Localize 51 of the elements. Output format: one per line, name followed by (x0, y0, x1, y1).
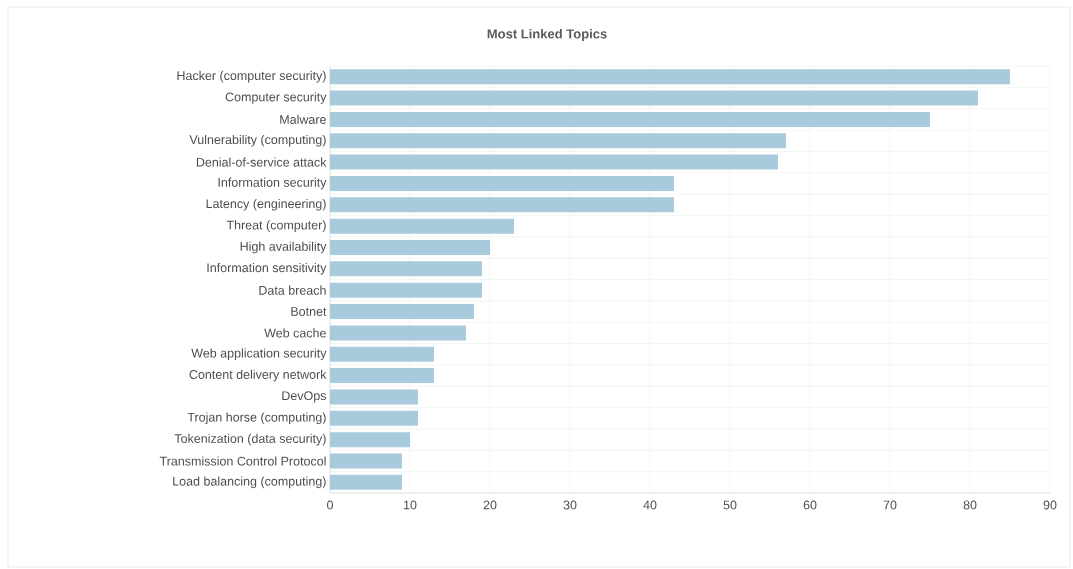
y-tick-label: Web cache (264, 328, 326, 338)
bar (330, 325, 466, 341)
x-tick-label: 50 (723, 500, 737, 510)
y-tick-label: Malware (280, 114, 326, 124)
bar (330, 389, 418, 405)
y-tick-label: Trojan horse (computing) (187, 412, 326, 425)
bar (330, 90, 978, 106)
x-tick-label: 80 (963, 500, 977, 510)
x-tick-label: 90 (1043, 500, 1057, 510)
y-tick-label: Botnet (291, 307, 327, 316)
y-tick-label: Latency (engineering) (206, 198, 326, 211)
bar (330, 368, 434, 384)
bar (330, 261, 482, 277)
bar (330, 346, 434, 362)
bar (330, 69, 1010, 85)
bar (330, 197, 674, 213)
y-tick-label: Information sensitivity (207, 263, 327, 275)
y-tick-label: DevOps (282, 391, 327, 403)
bar (330, 175, 674, 191)
bar (330, 282, 482, 298)
y-tick-label: Tokenization (data security) (174, 433, 326, 446)
x-tick-label: 30 (563, 500, 577, 510)
y-tick-label: Transmission Control Protocol (159, 456, 326, 466)
bar (330, 218, 514, 234)
bar (330, 239, 490, 255)
y-tick-label: Data breach (259, 285, 326, 295)
y-tick-label: Load balancing (computing) (173, 476, 326, 489)
bar (330, 154, 778, 170)
y-tick-label: Content delivery network (189, 369, 327, 382)
y-tick-label: Vulnerability (computing) (189, 134, 326, 147)
bar (330, 133, 786, 149)
x-tick-label: 10 (404, 500, 417, 510)
x-tick-label: 0 (327, 500, 333, 510)
x-tick-label: 70 (883, 500, 897, 510)
y-tick-label: Threat (computer) (226, 220, 326, 232)
bar (330, 410, 418, 426)
y-tick-label: Information security (218, 177, 327, 190)
bar (330, 432, 410, 448)
bar (330, 474, 402, 490)
y-tick-label: Hacker (computer security) (177, 70, 326, 83)
chart-title: Most Linked Topics (487, 28, 607, 42)
x-tick-label: 60 (803, 500, 817, 510)
bar (330, 304, 474, 320)
y-tick-label: Denial-of-service attack (196, 157, 327, 167)
bar (330, 453, 402, 469)
bar (330, 111, 930, 127)
x-tick-label: 20 (483, 500, 497, 510)
y-tick-label: High availability (240, 241, 327, 254)
y-tick-label: Computer security (225, 92, 327, 104)
y-tick-label: Web application security (191, 348, 327, 361)
x-tick-label: 40 (643, 500, 657, 510)
